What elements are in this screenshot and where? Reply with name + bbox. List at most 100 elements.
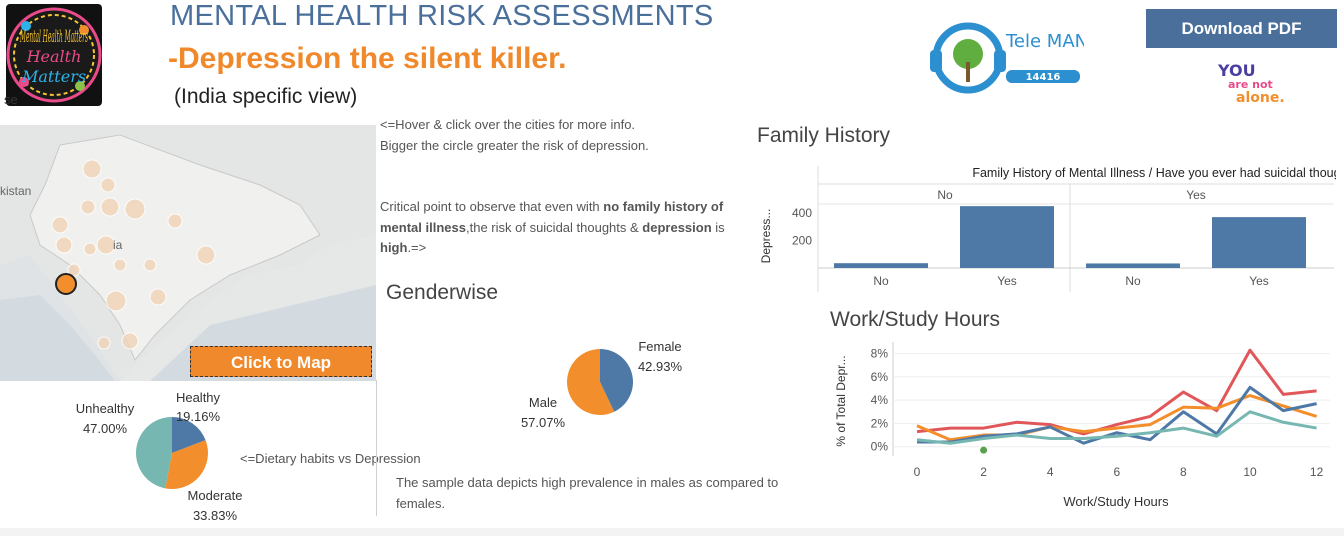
logo-word-mental: Mental Health Matters (20, 27, 88, 47)
diet-pct-moderate: 33.83% (193, 508, 238, 523)
family-x-label: No (873, 274, 889, 288)
family-chart-header: Family History of Mental Illness / Have … (972, 166, 1336, 180)
work-series-line-blue[interactable] (917, 385, 1317, 445)
critical-bold: high (380, 240, 408, 255)
diet-pct-healthy: 19.16% (176, 409, 221, 424)
dietary-note: <=Dietary habits vs Depression (240, 451, 421, 466)
gender-section-title: Genderwise (386, 281, 499, 304)
svg-text:YOU: YOU (1217, 61, 1256, 80)
critical-bold: mental illness (380, 219, 466, 235)
family-bars[interactable] (834, 206, 1306, 268)
gender-label-female: Female (638, 339, 681, 354)
svg-text:alone.: alone. (1236, 90, 1285, 106)
page-title: MENTAL HEALTH RISK ASSESSMENTS (170, 0, 714, 32)
diet-slice-1[interactable] (165, 440, 208, 489)
diet-pie-chart: Healthy 19.16% Moderate 33.83% Unhealthy… (76, 390, 243, 523)
family-panel-no: No (937, 188, 953, 202)
gender-slice-1[interactable] (567, 349, 615, 415)
family-x-labels: No Yes No Yes (873, 274, 1268, 288)
hover-note-line1: <=Hover & click over the cities for more… (380, 117, 636, 132)
family-y-axis-label: Depress... (759, 209, 773, 264)
work-x-tick: 4 (1047, 465, 1054, 479)
critical-bold: no family history of (603, 199, 724, 214)
critical-text: Critical point to observe that even with (380, 199, 604, 214)
work-x-tick: 6 (1113, 465, 1120, 479)
critical-bold: depression (642, 219, 712, 235)
diet-slice-0[interactable] (172, 417, 206, 453)
family-x-label: No (1125, 274, 1141, 288)
india-map[interactable]: kistan ia (0, 125, 376, 381)
work-marker-point[interactable] (980, 446, 988, 454)
gender-pct-female: 42.93% (638, 359, 683, 374)
svg-text:Health: Health (26, 47, 82, 66)
selected-city-marker[interactable] (55, 273, 77, 295)
cut-label: se (4, 92, 18, 107)
work-series-line-red[interactable] (916, 348, 1317, 436)
critical-text: .=> (407, 240, 427, 255)
work-x-tick: 2 (980, 465, 987, 479)
hover-note-line2: Bigger the circle greater the risk of de… (380, 137, 649, 153)
hover-note: <=Hover & click over the cities for more… (380, 115, 649, 156)
work-lines[interactable] (916, 348, 1318, 454)
work-y-axis-label: % of Total Depr... (834, 355, 848, 446)
work-x-ticks: 0 2 4 6 8 10 12 (914, 465, 1324, 479)
work-x-tick: 8 (1180, 465, 1187, 479)
diet-slice-2[interactable] (135, 417, 172, 489)
gender-pct-male: 57.07% (521, 415, 566, 430)
gender-label-male: Male (529, 395, 557, 410)
tele-manas-text: Tele MANAS (1005, 31, 1084, 52)
map-label-india: ia (113, 238, 123, 252)
work-y-tick: 6% (871, 370, 889, 384)
tele-manas-logo: Tele MANAS 14416 (928, 18, 1112, 96)
work-y-tick: 8% (871, 347, 889, 361)
work-y-tick: 2% (871, 416, 889, 430)
work-x-tick: 12 (1310, 465, 1324, 479)
svg-text:Matters: Matters (21, 67, 86, 86)
work-y-tick: 0% (871, 440, 889, 454)
diet-label-healthy: Healthy (176, 390, 221, 405)
divider (376, 380, 377, 516)
gender-slice-0[interactable] (600, 349, 633, 412)
gender-note-line2: females. (396, 495, 446, 511)
family-bar[interactable] (1086, 263, 1180, 268)
you-are-not-alone-logo: YOU are not alone. (1214, 58, 1294, 106)
map-label-pakistan: kistan (0, 184, 32, 198)
download-pdf-button[interactable]: Download PDF (1146, 9, 1337, 48)
page-view-label: (India specific view) (174, 85, 358, 108)
work-gridlines (893, 353, 1330, 448)
work-x-axis-label: Work/Study Hours (1063, 494, 1169, 509)
click-to-map-button[interactable]: Click to Map (190, 346, 372, 377)
family-bar[interactable] (1212, 217, 1306, 268)
work-y-tick: 4% (871, 393, 889, 407)
work-series-line-teal[interactable] (916, 410, 1317, 445)
family-bar-chart: Family History of Mental Illness / Have … (759, 166, 1336, 292)
critical-note: Critical point to observe that even with… (380, 197, 725, 259)
gender-pie-chart: Female 42.93% Male 57.07% (521, 339, 683, 430)
work-x-tick: 10 (1243, 465, 1257, 479)
gender-note: The sample data depicts high prevalence … (396, 473, 778, 514)
gender-note-line1: The sample data depicts high prevalence … (396, 475, 779, 490)
diet-pie-slices[interactable] (135, 417, 208, 489)
family-bar[interactable] (960, 206, 1054, 268)
family-section-title: Family History (757, 124, 891, 147)
diet-label-moderate: Moderate (188, 488, 243, 503)
work-section-title: Work/Study Hours (830, 308, 1000, 331)
family-x-label: Yes (997, 274, 1017, 288)
work-x-tick: 0 (914, 465, 921, 479)
svg-text:are not: are not (1228, 78, 1273, 91)
work-line-chart: % of Total Depr... 0%2%4%6%8% 0 2 4 6 8 10 12 … (834, 342, 1330, 509)
tele-manas-number: 14416 (1026, 72, 1061, 83)
gender-pie-slices[interactable] (567, 349, 633, 415)
family-y-ticks: 200 400 (792, 206, 812, 248)
family-x-label: Yes (1249, 274, 1269, 288)
diet-label-unhealthy: Unhealthy (76, 401, 135, 416)
family-panel-yes: Yes (1186, 188, 1206, 202)
mental-health-matters-logo: Mental Health Matters Health Matters (6, 4, 102, 106)
family-bar[interactable] (834, 263, 928, 268)
critical-text: ,the risk of suicidal thoughts & (465, 219, 643, 235)
critical-text: is (711, 219, 725, 235)
family-y-tick: 400 (792, 206, 812, 220)
page-subtitle: -Depression the silent killer. (168, 42, 567, 75)
diet-pct-unhealthy: 47.00% (83, 421, 128, 436)
work-y-ticks: 0% 2% 4% 6% 8% (871, 347, 889, 454)
